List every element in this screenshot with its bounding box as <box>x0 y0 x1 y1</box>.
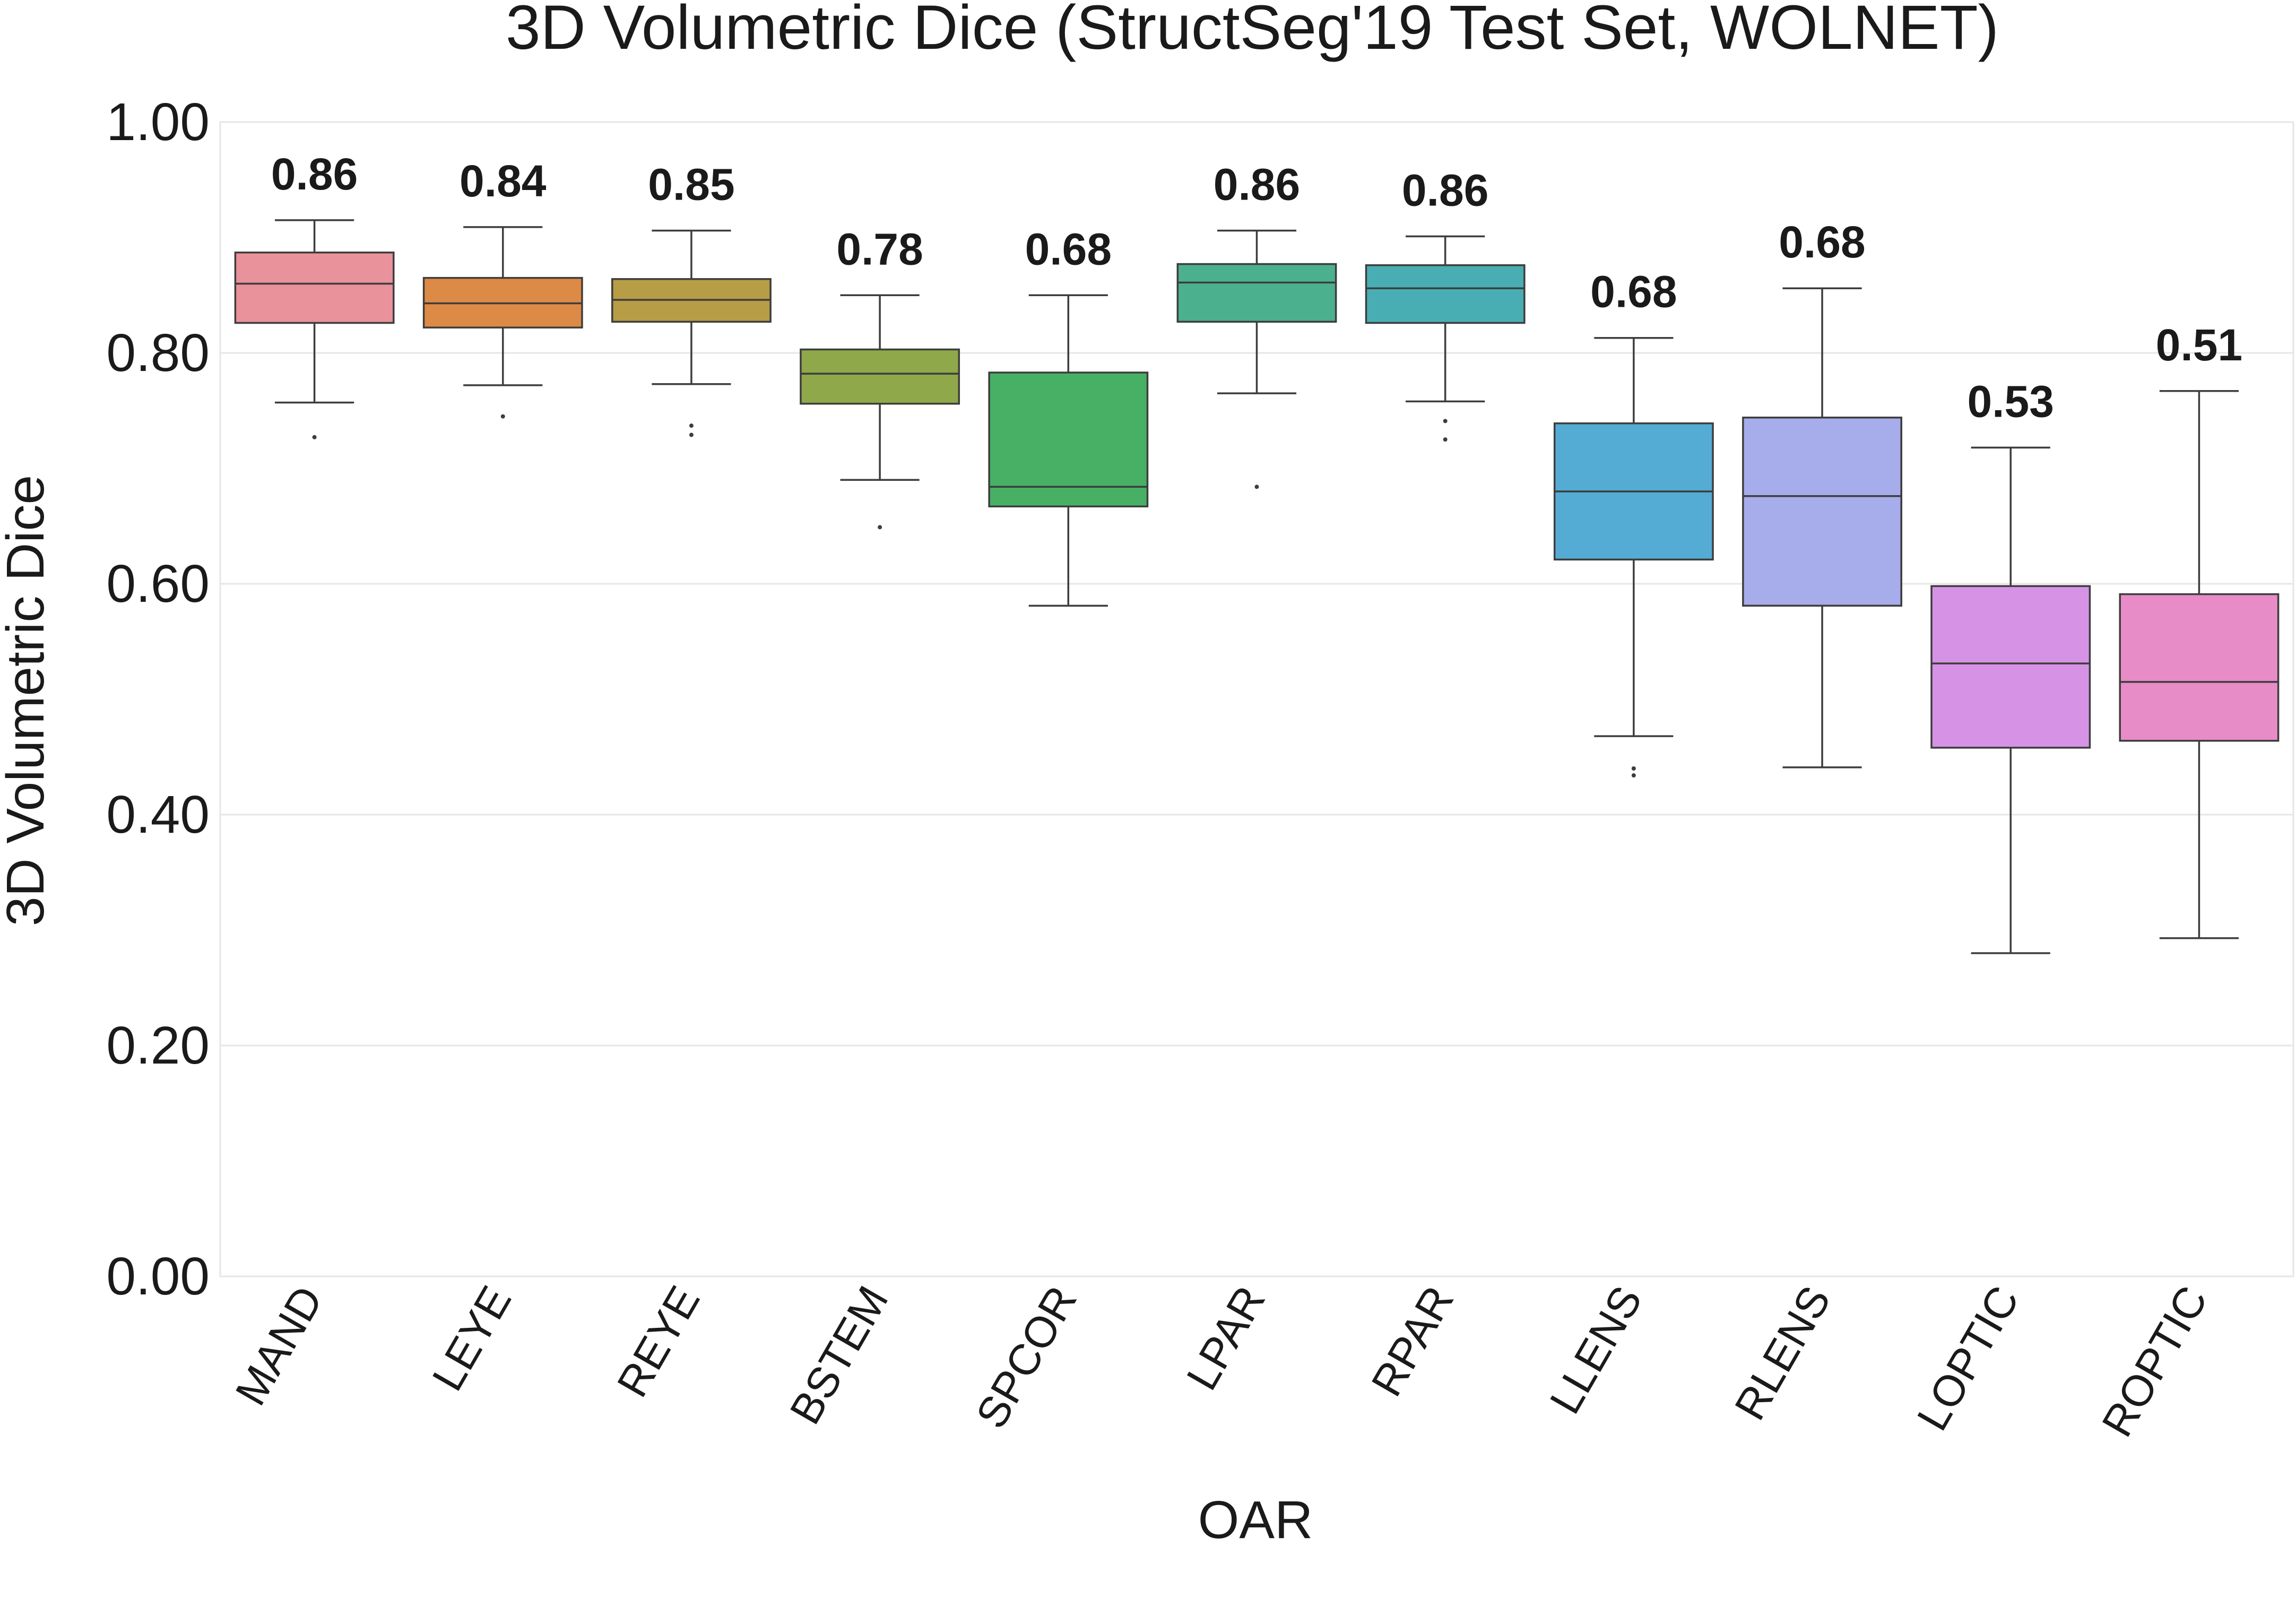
boxes <box>234 219 2280 954</box>
box-leye <box>422 226 583 419</box>
y-tick-label: 1.00 <box>106 92 210 152</box>
box-rlens <box>1742 287 1902 768</box>
median-value-label: 0.68 <box>1779 217 1866 267</box>
box-body <box>988 371 1149 508</box>
x-tick-label: SPCOR <box>967 1278 1086 1437</box>
x-tick-label: LOPTIC <box>1908 1278 2029 1439</box>
outlier-point <box>1631 773 1636 778</box>
outlier-point <box>1631 766 1636 771</box>
x-tick-label: ROPTIC <box>2093 1278 2217 1445</box>
chart-title: 3D Volumetric Dice (StructSeg'19 Test Se… <box>506 0 1999 63</box>
outlier-point <box>689 424 694 428</box>
outlier-point <box>1443 419 1448 424</box>
y-tick-label: 0.40 <box>106 785 210 844</box>
y-tick-label: 0.00 <box>106 1247 210 1306</box>
box-spcor <box>988 294 1149 607</box>
box-rpar <box>1365 235 1526 442</box>
median-value-label: 0.85 <box>648 159 735 209</box>
median-value-label: 0.86 <box>271 149 358 199</box>
x-axis-label: OAR <box>1198 1490 1313 1550</box>
box-roptic <box>2119 390 2280 939</box>
median-value-label: 0.86 <box>1402 165 1489 215</box>
y-tick-label: 0.80 <box>106 323 210 383</box>
x-tick-label: RLENS <box>1726 1278 1840 1428</box>
x-tick-label: LEYE <box>423 1278 521 1399</box>
box-bstem <box>800 294 960 530</box>
median-value-label: 0.78 <box>836 224 923 274</box>
box-body <box>1365 264 1526 324</box>
outlier-point <box>500 414 505 419</box>
x-tick-label: REYE <box>608 1278 709 1405</box>
outlier-point <box>878 525 882 530</box>
median-value-label: 0.68 <box>1590 267 1677 317</box>
box-reye <box>611 229 772 437</box>
box-mand <box>234 219 395 439</box>
outlier-point <box>689 433 694 437</box>
box-llens <box>1553 336 1714 778</box>
median-value-label: 0.84 <box>460 156 547 206</box>
x-tick-label: LPAR <box>1177 1278 1275 1398</box>
y-tick-label: 0.20 <box>106 1016 210 1075</box>
median-value-label: 0.53 <box>1967 376 2054 426</box>
median-labels: 0.86 0.84 0.85 0.78 0.68 0.86 0.86 0.68 0.68 0.53… <box>271 149 2242 426</box>
box-body <box>1930 585 2091 749</box>
outlier-point <box>1443 437 1448 442</box>
median-value-label: 0.86 <box>1214 159 1301 209</box>
box-loptic <box>1930 446 2091 954</box>
median-value-label: 0.68 <box>1025 224 1112 274</box>
x-tick-label: MAND <box>227 1278 333 1414</box>
x-tick-label: RPAR <box>1363 1278 1463 1405</box>
box-body <box>234 252 395 324</box>
box-lpar <box>1176 229 1337 489</box>
x-tick-label: LLENS <box>1541 1278 1652 1422</box>
box-body <box>1742 417 1902 607</box>
x-tick-label: BSTEM <box>781 1278 898 1432</box>
box-body <box>800 348 960 405</box>
median-value-label: 0.51 <box>2156 320 2243 370</box>
outlier-point <box>1254 485 1259 489</box>
y-ticks: 0.00 0.20 0.40 0.60 0.80 1.00 <box>106 92 210 1306</box>
box-body <box>2119 593 2280 742</box>
box-body <box>1176 263 1337 323</box>
y-axis-label: 3D Volumetric Dice <box>0 475 55 926</box>
y-tick-label: 0.60 <box>106 554 210 614</box>
outlier-point <box>312 435 317 439</box>
x-ticks: MAND LEYE REYE BSTEM SPCOR LPAR RPAR LLENS RLENS… <box>227 1278 2217 1445</box>
